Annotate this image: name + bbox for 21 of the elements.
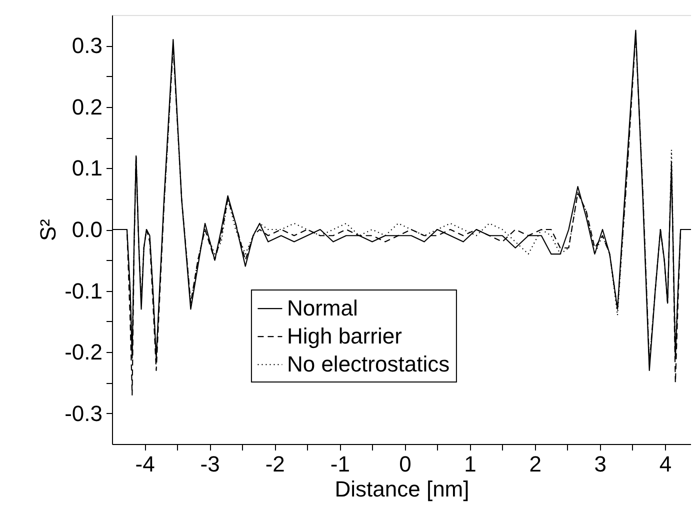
y-tick-label: -0.1 [64,278,102,304]
x-tick-label: 0 [399,452,412,476]
y-tick-label: 0.3 [72,33,102,58]
y-tick-label: 0.2 [72,94,102,120]
y-axis-title: S² [36,219,61,241]
x-tick-label: 3 [594,452,607,476]
x-axis-title: Distance [nm] [334,476,470,502]
y-tick-label: 0.1 [72,156,102,181]
legend-label: Normal [286,296,358,321]
x-tick-label: -4 [135,452,155,476]
x-tick-label: -1 [330,452,350,476]
x-tick-label: -2 [265,452,285,476]
y-tick-label: -0.2 [64,340,102,365]
y-tick-label: -0.3 [64,400,102,426]
x-tick-label: -3 [200,452,220,476]
x-tick-label: 1 [464,452,476,476]
x-tick-label: 4 [659,452,672,476]
legend-label: High barrier [286,324,402,349]
x-tick-label: 2 [529,452,542,476]
y-tick-label: 0.0 [72,217,102,242]
legend-label: No electrostatics [286,352,450,377]
